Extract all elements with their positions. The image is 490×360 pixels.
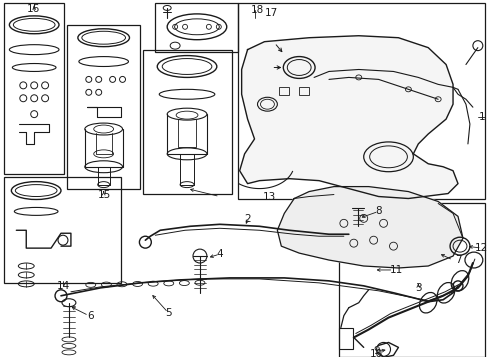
Text: 11: 11 <box>390 265 403 275</box>
Bar <box>4 177 121 283</box>
Text: 6: 6 <box>87 311 94 321</box>
Text: 9: 9 <box>373 346 380 356</box>
Bar <box>155 3 238 51</box>
Text: 10: 10 <box>370 349 383 359</box>
Bar <box>67 25 141 189</box>
Text: 17: 17 <box>265 8 278 18</box>
Text: 12: 12 <box>475 243 489 253</box>
Text: 3: 3 <box>415 283 421 293</box>
Polygon shape <box>240 36 458 198</box>
Text: 15: 15 <box>98 189 111 199</box>
Text: 7: 7 <box>455 255 461 265</box>
Text: 2: 2 <box>245 214 251 224</box>
Bar <box>144 50 232 194</box>
Bar <box>339 203 485 357</box>
Bar <box>238 3 485 198</box>
Bar <box>279 87 289 95</box>
Text: 18: 18 <box>251 5 264 15</box>
Bar <box>339 328 353 349</box>
Text: 13: 13 <box>263 192 276 202</box>
Text: 16: 16 <box>26 4 40 14</box>
Text: 4: 4 <box>217 249 223 259</box>
Text: 5: 5 <box>165 308 172 318</box>
Text: 8: 8 <box>375 206 382 216</box>
Bar <box>4 3 64 174</box>
Polygon shape <box>277 186 463 268</box>
Text: 1: 1 <box>479 112 485 122</box>
Text: 14: 14 <box>56 281 70 291</box>
Bar <box>299 87 309 95</box>
